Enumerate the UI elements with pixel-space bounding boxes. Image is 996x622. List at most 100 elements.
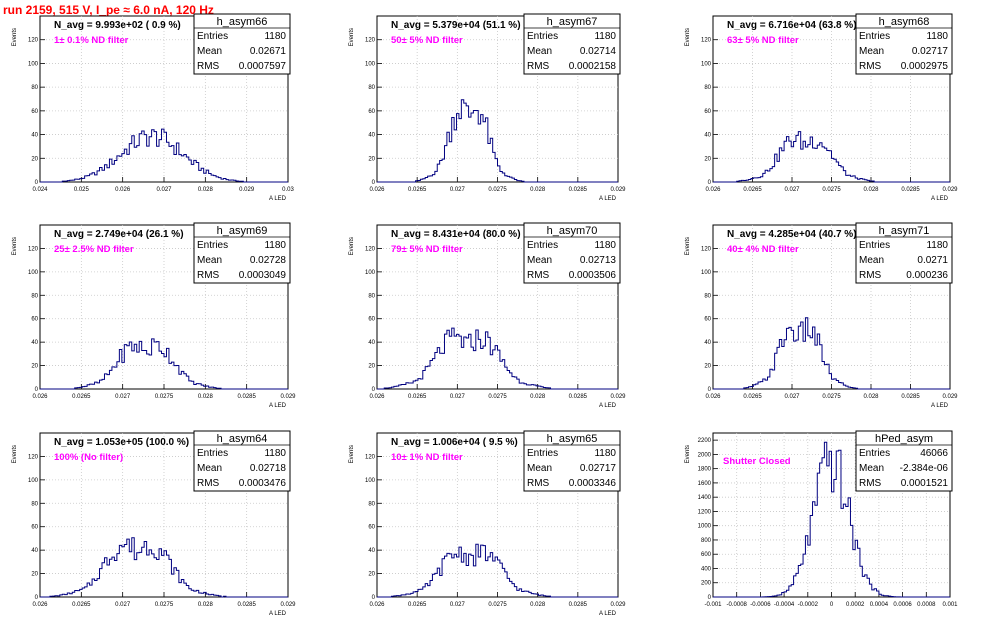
y-tick-label: 40	[368, 340, 375, 346]
y-tick-label: 100	[701, 61, 712, 67]
x-tick-label: 0.029	[239, 187, 255, 193]
filter-label: 79± 5% ND filter	[391, 244, 463, 255]
y-tick-label: 40	[704, 340, 711, 346]
n-avg-label: N_avg = 6.716e+04 (63.8 %)	[727, 20, 857, 31]
x-tick-label: 0.028	[530, 602, 546, 608]
histogram-name: h_asym65	[547, 433, 598, 445]
histogram-name: h_asym64	[217, 433, 268, 445]
y-tick-label: 120	[365, 246, 376, 252]
x-tick-label: 0.026	[705, 187, 721, 193]
y-tick-label: 0	[35, 387, 39, 393]
histogram-line	[40, 128, 288, 183]
y-tick-label: 60	[368, 109, 375, 115]
y-tick-label: 0	[372, 387, 376, 393]
y-tick-label: 80	[31, 85, 38, 91]
filter-label: 25± 2.5% ND filter	[54, 244, 134, 255]
stat-value-entries: 1180	[264, 240, 286, 251]
x-tick-label: -0.001	[704, 602, 722, 608]
stats-box: h_asym71 Entries 1180 Mean 0.0271 RMS 0.000236	[855, 222, 953, 284]
stat-value-entries: 1180	[264, 448, 286, 459]
x-tick-label: 0.028	[198, 394, 214, 400]
x-axis-label: A LED	[599, 611, 617, 617]
y-tick-label: 60	[31, 317, 38, 323]
stat-value-mean: 0.02713	[580, 255, 617, 266]
y-tick-label: 100	[365, 61, 376, 67]
y-tick-label: 2200	[698, 438, 712, 444]
stat-value-mean: 0.02717	[912, 46, 949, 57]
stat-value-entries: 1180	[594, 448, 616, 459]
histogram-panel-hPed_asym: -0.001 -0.0008 -0.0006 -0.0004 -0.0002 0 0.000…	[685, 430, 958, 608]
filter-label: 100% (No filter)	[54, 452, 123, 463]
histogram-panel-h_asym66: 0.024 0.025 0.026 0.027 0.028 0.029 0.03 0 20 40 6…	[12, 13, 294, 202]
x-tick-label: -0.0004	[774, 602, 795, 608]
y-tick-label: 100	[28, 61, 39, 67]
y-tick-label: 40	[31, 133, 38, 139]
y-tick-label: 1400	[698, 495, 712, 501]
x-tick-label: -0.0006	[750, 602, 771, 608]
histogram-name: h_asym68	[879, 16, 930, 28]
n-avg-label: N_avg = 1.053e+05 (100.0 %)	[54, 437, 189, 448]
histogram-name: h_asym71	[879, 225, 930, 237]
stats-box: h_asym68 Entries 1180 Mean 0.02717 RMS 0.00029…	[855, 13, 953, 75]
y-tick-label: 20	[368, 572, 375, 578]
x-tick-label: 0.0285	[569, 602, 588, 608]
x-tick-label: 0.03	[282, 187, 294, 193]
y-tick-label: 80	[704, 293, 711, 299]
x-tick-label: 0.028	[863, 394, 879, 400]
x-tick-label: 0.0265	[408, 394, 427, 400]
stats-box: h_asym65 Entries 1180 Mean 0.02717 RMS 0.00033…	[523, 430, 621, 492]
stat-label-mean: Mean	[859, 46, 884, 57]
y-tick-label: 0	[708, 180, 712, 186]
x-tick-label: 0.027	[450, 187, 466, 193]
x-tick-label: 0.028	[530, 187, 546, 193]
x-axis-label: A LED	[931, 196, 949, 202]
filter-label: 10± 1% ND filter	[391, 452, 463, 463]
stats-box: h_asym64 Entries 1180 Mean 0.02718 RMS 0.00034…	[193, 430, 291, 492]
x-tick-label: 0.0008	[917, 602, 936, 608]
stat-label-rms: RMS	[527, 270, 550, 281]
x-tick-label: 0.0265	[72, 602, 91, 608]
stat-value-rms: 0.0001521	[901, 478, 949, 489]
y-tick-label: 80	[31, 293, 38, 299]
x-tick-label: 0.0265	[408, 602, 427, 608]
stat-value-rms: 0.0007597	[239, 61, 287, 72]
x-tick-label: 0.001	[942, 602, 958, 608]
y-tick-label: 1000	[698, 524, 712, 530]
stats-frame	[193, 13, 291, 75]
stats-box: h_asym66 Entries 1180 Mean 0.02671 RMS 0.00075…	[193, 13, 291, 75]
stat-label-entries: Entries	[197, 240, 228, 251]
stat-label-mean: Mean	[527, 46, 552, 57]
stat-label-entries: Entries	[859, 240, 890, 251]
run-title: run 2159, 515 V, I_pe ≈ 6.0 nA, 120 Hz	[3, 3, 214, 17]
y-axis-label: Events	[349, 445, 355, 463]
y-tick-label: 0	[708, 595, 712, 601]
stat-value-rms: 0.000236	[906, 270, 948, 281]
x-tick-label: 0.0275	[155, 394, 174, 400]
y-tick-label: 600	[701, 552, 712, 558]
stat-label-mean: Mean	[859, 255, 884, 266]
stat-value-rms: 0.0002975	[901, 61, 949, 72]
y-tick-label: 40	[31, 340, 38, 346]
y-axis-label: Events	[12, 237, 18, 255]
y-axis-label: Events	[685, 237, 691, 255]
stat-value-rms: 0.0003346	[569, 478, 617, 489]
x-axis-label: A LED	[599, 403, 617, 409]
stat-value-mean: 0.02671	[250, 46, 287, 57]
stat-value-mean: 0.02714	[580, 46, 617, 57]
stat-value-entries: 1180	[926, 240, 948, 251]
histogram-panel-h_asym64: 0.026 0.0265 0.027 0.0275 0.028 0.0285 0.029 0 2…	[12, 430, 296, 617]
stat-label-mean: Mean	[197, 46, 222, 57]
stat-label-rms: RMS	[859, 478, 882, 489]
y-tick-label: 60	[368, 317, 375, 323]
histogram-panel-h_asym67: 0.026 0.0265 0.027 0.0275 0.028 0.0285 0.029 0 2…	[349, 13, 626, 202]
stats-frame	[523, 430, 621, 492]
histogram-line	[377, 543, 618, 598]
x-tick-label: 0.029	[942, 187, 958, 193]
x-axis-label: A LED	[269, 403, 287, 409]
stats-frame	[193, 222, 291, 284]
y-tick-label: 60	[368, 525, 375, 531]
stat-value-rms: 0.0003506	[569, 270, 617, 281]
stat-label-mean: Mean	[527, 255, 552, 266]
x-tick-label: 0.029	[942, 394, 958, 400]
x-tick-label: 0.027	[450, 602, 466, 608]
